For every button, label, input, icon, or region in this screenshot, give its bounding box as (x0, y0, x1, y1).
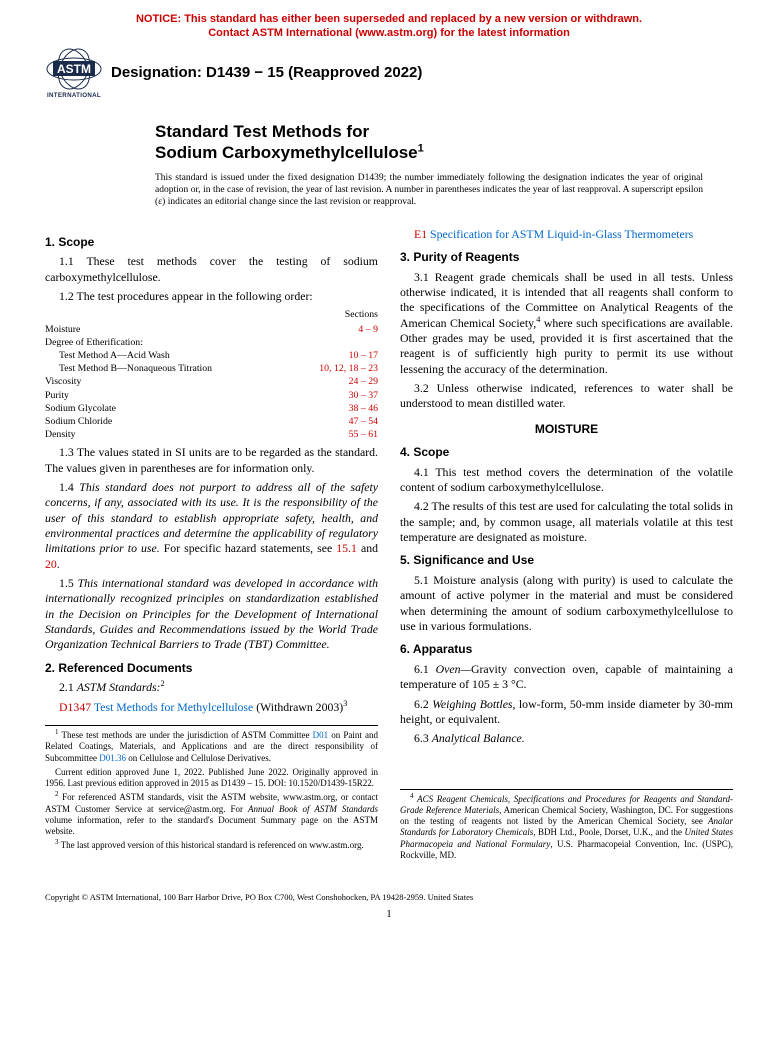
section-3-head: 3. Purity of Reagents (400, 250, 733, 266)
section-2-head: 2. Referenced Documents (45, 661, 378, 677)
para-2-1: 2.1 ASTM Standards:2 (45, 680, 378, 695)
section-6-head: 6. Apparatus (400, 642, 733, 658)
para-1-2: 1.2 The test procedures appear in the fo… (45, 289, 378, 304)
document-page: NOTICE: This standard has either been su… (0, 0, 778, 940)
footnote-1: 1 These test methods are under the juris… (45, 730, 378, 764)
footnote-3: 3 The last approved version of this hist… (45, 840, 378, 851)
para-6-3: 6.3 Analytical Balance. (400, 731, 733, 746)
ref-e1: E1 Specification for ASTM Liquid-in-Glas… (414, 227, 733, 242)
section-4-head: 4. Scope (400, 445, 733, 461)
notice-banner: NOTICE: This standard has either been su… (45, 12, 733, 41)
title-line1: Standard Test Methods for (155, 122, 369, 141)
header-row: ASTM INTERNATIONAL Designation: D1439 − … (45, 47, 733, 99)
ref-d1347: D1347 Test Methods for Methylcellulose (… (59, 700, 378, 715)
footnote-2: 2 For referenced ASTM standards, visit t… (45, 792, 378, 837)
title-sup: 1 (418, 142, 424, 154)
table-row: Sodium Glycolate38 – 46 (45, 402, 378, 415)
footnote-4: 4 ACS Reagent Chemicals, Specifications … (400, 794, 733, 862)
table-row: Purity30 – 37 (45, 389, 378, 402)
sections-table: Sections Moisture4 – 9Degree of Etherifi… (45, 308, 378, 441)
right-footnotes: 4 ACS Reagent Chemicals, Specifications … (400, 789, 733, 862)
table-row: Test Method A—Acid Wash10 – 17 (45, 349, 378, 362)
table-row: Sodium Chloride47 – 54 (45, 415, 378, 428)
para-3-1: 3.1 Reagent grade chemicals shall be use… (400, 270, 733, 377)
title-block: Standard Test Methods for Sodium Carboxy… (155, 121, 733, 164)
table-row: Viscosity24 – 29 (45, 375, 378, 388)
para-1-1: 1.1 These test methods cover the testing… (45, 254, 378, 285)
para-6-2: 6.2 Weighing Bottles, low-form, 50-mm in… (400, 697, 733, 728)
title-line2: Sodium Carboxymethylcellulose (155, 143, 418, 162)
para-1-5: 1.5 This international standard was deve… (45, 576, 378, 653)
footnote-1b: Current edition approved June 1, 2022. P… (45, 767, 378, 790)
left-footnotes: 1 These test methods are under the juris… (45, 725, 378, 852)
right-column: E1 Specification for ASTM Liquid-in-Glas… (400, 227, 733, 864)
para-1-4: 1.4 This standard does not purport to ad… (45, 480, 378, 572)
svg-text:ASTM: ASTM (57, 62, 91, 76)
issued-note: This standard is issued under the fixed … (155, 173, 703, 209)
para-6-1: 6.1 Oven—Gravity convection oven, capabl… (400, 662, 733, 693)
table-row: Density55 – 61 (45, 428, 378, 441)
left-column: 1. Scope 1.1 These test methods cover th… (45, 227, 378, 864)
page-number: 1 (45, 908, 733, 920)
table-row: Moisture4 – 9 (45, 323, 378, 336)
copyright: Copyright © ASTM International, 100 Barr… (45, 892, 733, 902)
designation: Designation: D1439 − 15 (Reapproved 2022… (111, 64, 422, 81)
section-1-head: 1. Scope (45, 235, 378, 251)
svg-text:INTERNATIONAL: INTERNATIONAL (47, 92, 101, 99)
notice-line2: Contact ASTM International (www.astm.org… (208, 27, 570, 39)
para-4-2: 4.2 The results of this test are used fo… (400, 499, 733, 545)
para-1-3: 1.3 The values stated in SI units are to… (45, 445, 378, 476)
para-4-1: 4.1 This test method covers the determin… (400, 465, 733, 496)
astm-logo: ASTM INTERNATIONAL (45, 47, 103, 99)
sections-header: Sections (45, 308, 378, 321)
body-columns: 1. Scope 1.1 These test methods cover th… (45, 227, 733, 864)
moisture-head: MOISTURE (400, 422, 733, 438)
table-row: Degree of Etherification: (45, 336, 378, 349)
table-row: Test Method B—Nonaqueous Titration10, 12… (45, 362, 378, 375)
notice-line1: NOTICE: This standard has either been su… (136, 13, 642, 25)
title: Standard Test Methods for Sodium Carboxy… (155, 121, 733, 164)
para-3-2: 3.2 Unless otherwise indicated, referenc… (400, 381, 733, 412)
section-5-head: 5. Significance and Use (400, 553, 733, 569)
para-5-1: 5.1 Moisture analysis (along with purity… (400, 573, 733, 634)
